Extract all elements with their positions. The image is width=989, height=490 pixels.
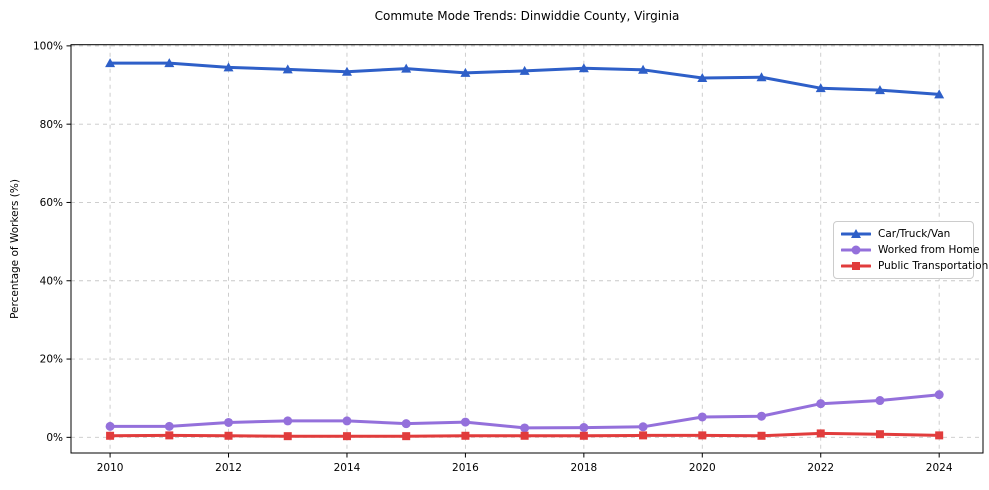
- data-point-worked-from-home: [164, 421, 174, 431]
- data-point-worked-from-home: [757, 411, 767, 421]
- data-point-car-truck-van: [460, 67, 471, 77]
- axes-box: [70, 44, 984, 454]
- data-point-public-transportation: [165, 431, 174, 440]
- data-point-public-transportation: [224, 431, 233, 440]
- legend-label: Worked from Home: [878, 243, 980, 256]
- data-point-public-transportation: [520, 431, 529, 440]
- x-tick-label: 2010: [97, 462, 124, 474]
- data-point-worked-from-home: [579, 423, 589, 433]
- legend-marker-car-truck-van: [851, 229, 861, 238]
- y-tick-label: 100%: [33, 41, 63, 53]
- data-point-car-truck-van: [697, 72, 708, 82]
- legend-item-public-transportation: Public Transportation: [841, 260, 988, 272]
- data-point-car-truck-van: [401, 63, 412, 73]
- y-tick-label: 40%: [40, 275, 63, 287]
- data-point-worked-from-home: [638, 422, 648, 432]
- x-tick-label: 2016: [452, 462, 479, 474]
- legend-marker-public-transportation: [852, 262, 860, 270]
- data-point-worked-from-home: [342, 416, 352, 426]
- data-point-worked-from-home: [697, 412, 707, 422]
- data-point-public-transportation: [579, 431, 588, 440]
- data-point-public-transportation: [639, 431, 648, 440]
- x-tick-label: 2020: [689, 462, 716, 474]
- data-point-car-truck-van: [578, 63, 589, 73]
- data-point-public-transportation: [935, 431, 944, 440]
- series-line-worked-from-home: [108, 393, 941, 430]
- data-point-worked-from-home: [934, 390, 944, 400]
- data-point-worked-from-home: [224, 417, 234, 427]
- data-point-car-truck-van: [282, 64, 293, 74]
- data-point-worked-from-home: [520, 423, 530, 433]
- data-point-car-truck-van: [105, 58, 116, 68]
- data-point-public-transportation: [342, 432, 351, 441]
- x-tick-label: 2018: [570, 462, 597, 474]
- data-point-public-transportation: [283, 432, 292, 441]
- x-tick-label: 2014: [334, 462, 361, 474]
- data-point-car-truck-van: [164, 58, 175, 68]
- y-tick-label: 0%: [46, 432, 63, 444]
- chart-title: Commute Mode Trends: Dinwiddie County, V…: [374, 9, 680, 23]
- data-point-public-transportation: [816, 429, 825, 438]
- data-point-car-truck-van: [934, 89, 945, 99]
- legend-marker-worked-from-home: [851, 245, 861, 255]
- legend-circle-icon: [841, 245, 871, 255]
- data-point-worked-from-home: [460, 417, 470, 427]
- data-point-car-truck-van: [638, 64, 649, 74]
- data-point-car-truck-van: [223, 62, 234, 72]
- legend: Car/Truck/Van Worked from Home Public Tran…: [833, 221, 988, 279]
- data-point-public-transportation: [461, 431, 470, 440]
- data-point-worked-from-home: [401, 419, 411, 429]
- legend-item-worked-from-home: Worked from Home: [841, 244, 979, 256]
- data-point-worked-from-home: [875, 396, 885, 406]
- data-point-worked-from-home: [105, 421, 115, 431]
- series-public-transportation: [106, 429, 944, 441]
- data-point-worked-from-home: [816, 399, 826, 409]
- data-point-car-truck-van: [874, 85, 885, 95]
- legend-item-car-truck-van: Car/Truck/Van: [841, 228, 967, 240]
- data-point-public-transportation: [106, 431, 115, 440]
- series-car-truck-van: [105, 58, 945, 99]
- x-tick-label: 2024: [926, 462, 953, 474]
- data-point-car-truck-van: [815, 83, 826, 93]
- data-point-public-transportation: [757, 431, 766, 440]
- data-point-car-truck-van: [519, 65, 530, 75]
- data-point-public-transportation: [698, 431, 707, 440]
- y-tick-label: 20%: [40, 354, 63, 366]
- legend-label: Public Transportation: [878, 259, 989, 272]
- data-point-car-truck-van: [341, 66, 352, 76]
- data-point-public-transportation: [875, 430, 884, 439]
- y-tick-label: 80%: [40, 119, 63, 131]
- data-point-worked-from-home: [283, 416, 293, 426]
- y-tick-label: 60%: [40, 197, 63, 209]
- legend-square-icon: [841, 262, 871, 270]
- legend-triangle-icon: [841, 229, 871, 238]
- x-tick-label: 2022: [807, 462, 834, 474]
- series-worked-from-home: [105, 390, 944, 433]
- x-tick-label: 2012: [215, 462, 242, 474]
- legend-label: Car/Truck/Van: [878, 227, 951, 240]
- data-point-car-truck-van: [756, 72, 767, 82]
- data-point-public-transportation: [402, 432, 411, 441]
